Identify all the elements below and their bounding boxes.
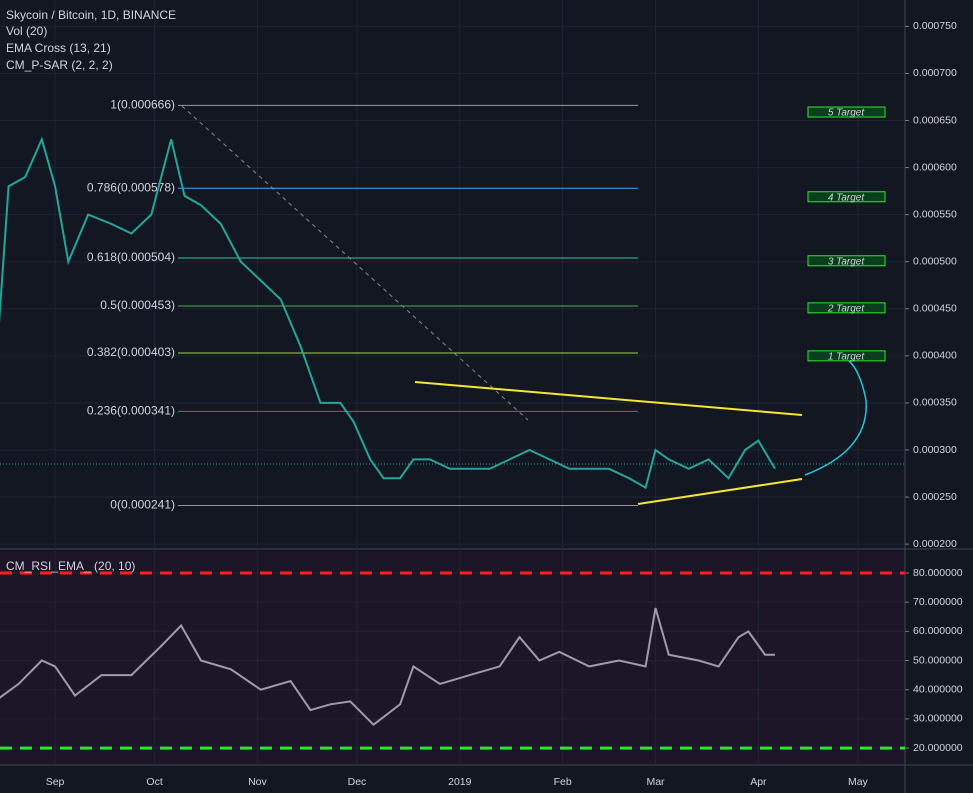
fib-label: 0.382(0.000403)	[87, 345, 175, 359]
fib-label: 0.786(0.000578)	[87, 180, 175, 194]
indicator: Vol (20)	[6, 24, 47, 38]
rsi-title: CM_RSI_EMA_ (20, 10)	[6, 559, 135, 573]
y-tick-label: 0.000550	[913, 208, 957, 220]
indicator: CM_P-SAR (2, 2, 2)	[6, 58, 113, 72]
y-tick-label: 0.000250	[913, 491, 957, 503]
y-tick-label: 0.000300	[913, 444, 957, 456]
grid	[0, 0, 905, 765]
x-tick-label: Sep	[46, 776, 65, 788]
x-tick-label: Apr	[750, 776, 767, 788]
indicator: EMA Cross (13, 21)	[6, 41, 111, 55]
y-tick-label: 40.000000	[913, 684, 963, 696]
y-tick-label: 0.000400	[913, 350, 957, 362]
y-tick-label: 0.000500	[913, 255, 957, 267]
fib-trend-line	[181, 105, 529, 421]
triangle-lower	[637, 478, 803, 505]
target-label: 1 Target	[828, 351, 866, 362]
target-box	[807, 302, 886, 314]
fib-label: 1(0.000666)	[110, 98, 175, 112]
target-label: 3 Target	[828, 256, 866, 267]
target-box	[807, 191, 886, 203]
y-tick-label: 70.000000	[913, 596, 963, 608]
series-line	[0, 136, 776, 490]
target-label: 2 Target	[827, 303, 866, 314]
x-tick-label: Nov	[248, 776, 267, 788]
y-tick-label: 0.000600	[913, 161, 957, 173]
x-tick-label: Dec	[348, 776, 367, 788]
y-tick-label: 0.000450	[913, 303, 957, 315]
marks: 0.000750 0.000700 0.000650 0.000600 0.000550…	[0, 20, 963, 788]
fib-label: 0.5(0.000453)	[100, 298, 175, 312]
x-tick-label: 2019	[448, 776, 472, 788]
target-box	[807, 255, 886, 267]
fib-label: 0.618(0.000504)	[87, 250, 175, 264]
y-tick-label: 0.000700	[913, 67, 957, 79]
target-label: 5 Target	[828, 108, 866, 119]
y-tick-label: 0.000200	[913, 538, 957, 550]
x-tick-label: May	[848, 776, 869, 788]
fib-label: 0(0.000241)	[110, 498, 175, 512]
fib-label: 0.236(0.000341)	[87, 404, 175, 418]
rsi-pane	[0, 552, 905, 765]
x-tick-label: Mar	[646, 776, 665, 788]
y-tick-label: 60.000000	[913, 625, 963, 637]
x-tick-label: Feb	[554, 776, 572, 788]
triangle-upper	[414, 381, 803, 416]
y-tick-label: 0.000350	[913, 397, 957, 409]
y-tick-label: 0.000750	[913, 20, 957, 32]
x-tick-label: Oct	[146, 776, 162, 788]
target-box	[807, 106, 886, 118]
y-tick-label: 30.000000	[913, 713, 963, 725]
series-line	[0, 607, 775, 727]
projection-arc	[804, 359, 867, 476]
y-tick-label: 20.000000	[913, 742, 963, 754]
y-tick-label: 80.000000	[913, 567, 963, 579]
target-box	[807, 350, 886, 362]
y-tick-label: 50.000000	[913, 654, 963, 666]
y-tick-label: 0.000650	[913, 114, 957, 126]
chart-title: Skycoin / Bitcoin, 1D, BINANCE	[6, 8, 176, 22]
target-label: 4 Target	[828, 192, 866, 203]
